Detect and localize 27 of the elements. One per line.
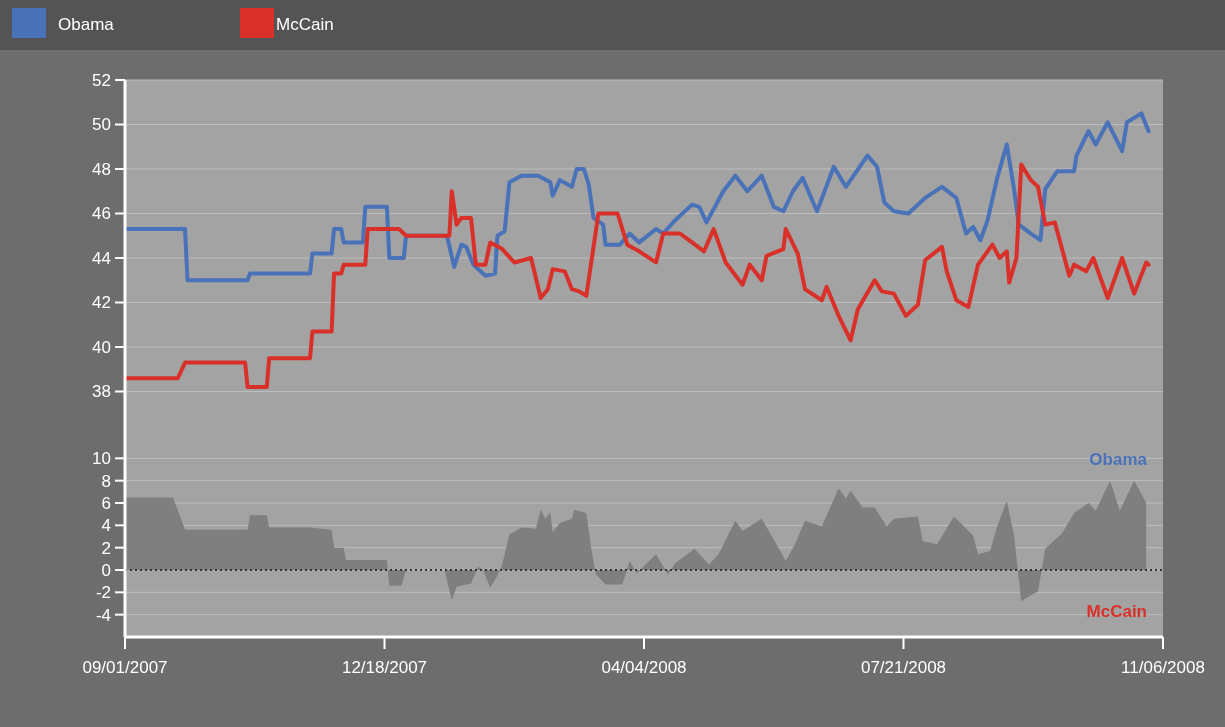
y-tick-label: 52 bbox=[92, 70, 111, 90]
y-tick-label: 40 bbox=[92, 337, 111, 357]
x-tick-label: 09/01/2007 bbox=[82, 658, 168, 677]
y-tick-label: 50 bbox=[92, 115, 111, 135]
x-tick-label: 04/04/2008 bbox=[601, 658, 687, 677]
y-tick-label: 0 bbox=[101, 560, 111, 580]
y-tick-label: 6 bbox=[101, 493, 111, 513]
legend-label: McCain bbox=[276, 14, 334, 34]
annotation: Obama bbox=[1089, 450, 1148, 469]
y-tick-label: -4 bbox=[95, 605, 111, 625]
x-tick-label: 11/06/2008 bbox=[1121, 658, 1205, 677]
y-tick-label: 8 bbox=[101, 471, 111, 491]
x-tick-label: 07/21/2008 bbox=[860, 658, 947, 677]
y-tick-label: -2 bbox=[95, 583, 111, 603]
y-tick-label: 42 bbox=[92, 293, 111, 313]
line-series bbox=[123, 162, 1151, 390]
y-tick-label: 46 bbox=[92, 204, 111, 224]
y-tick-label: 4 bbox=[101, 516, 111, 536]
y-tick-label: 44 bbox=[92, 248, 111, 268]
y-tick-label: 48 bbox=[92, 159, 111, 179]
y-tick-label: 2 bbox=[101, 538, 111, 558]
y-tick-label: 10 bbox=[92, 449, 111, 469]
line-series bbox=[123, 111, 1151, 283]
annotation: McCain bbox=[1086, 602, 1147, 621]
x-tick-label: 12/18/2007 bbox=[341, 658, 428, 677]
legend-label: Obama bbox=[58, 14, 115, 34]
y-tick-label: 38 bbox=[92, 382, 111, 402]
